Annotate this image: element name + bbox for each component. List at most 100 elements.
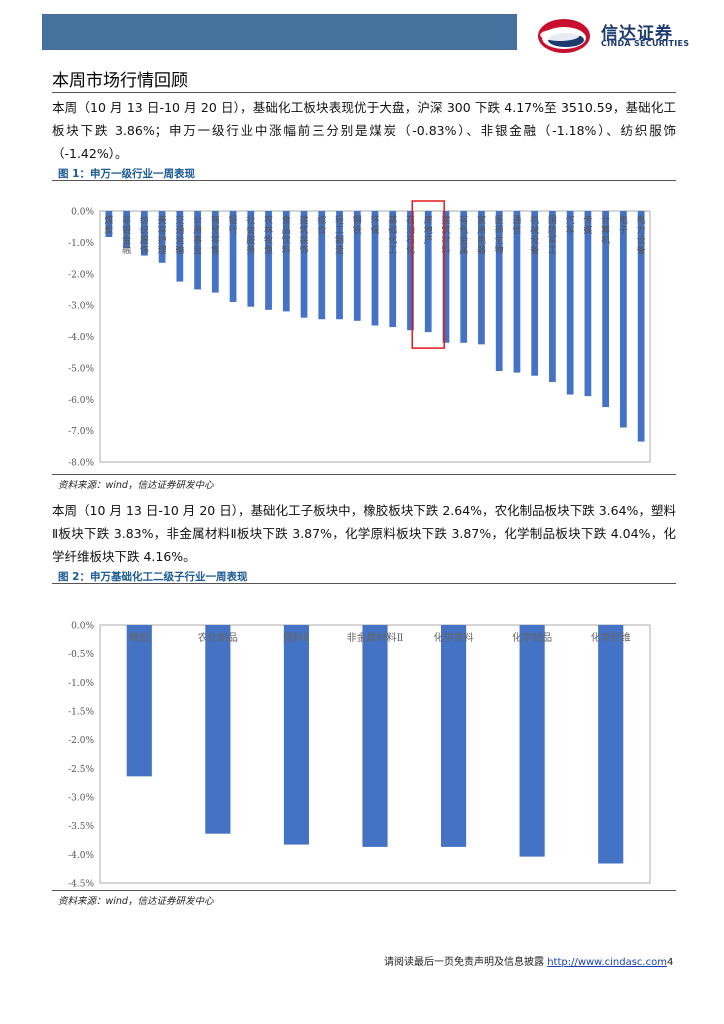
bar [598, 625, 624, 864]
y-tick-label: -4.5% [68, 880, 94, 890]
x-tick-label: 化学纤维 [591, 631, 631, 644]
footer-text: 请阅读最后一页免责声明及信息披露 [384, 957, 548, 968]
bar [194, 211, 201, 290]
figure2-bottom-rule [52, 890, 676, 891]
chart-2: 0.0% -0.5% -1.0% -1.5% -2.0% -2.5% -3.0% -3.5% -… [68, 622, 651, 890]
x-tick-label: 橡胶 [129, 631, 149, 644]
y-tick-label: -7.0% [68, 427, 94, 437]
bar [513, 211, 521, 373]
figure1-source: 资料来源：wind，信达证券研发中心 [58, 480, 214, 491]
bar [229, 211, 237, 302]
bar [442, 211, 450, 343]
x-tick-label: 通信 [512, 215, 521, 236]
x-tick-label: 汽车 [566, 214, 575, 236]
y-tick-label: -5.0% [68, 364, 94, 374]
bar [362, 625, 388, 847]
y-tick-label: -0.5% [68, 650, 94, 660]
cinda-logo-icon [538, 19, 590, 53]
x-tick-label: 纺织服饰 [140, 214, 149, 256]
bar [566, 211, 574, 395]
x-tick-label: 塑料Ⅱ [283, 631, 310, 644]
bar [371, 211, 379, 326]
bar [407, 211, 414, 331]
bar [158, 211, 166, 263]
bar [140, 211, 148, 256]
highlight-box [411, 200, 445, 349]
figure1-top-rule [52, 180, 676, 181]
figure2-source: 资料来源：wind，信达证券研发中心 [58, 896, 214, 907]
logo-text-en: CINDA SECURITIES [601, 39, 690, 48]
x-tick-label: 非金属材料Ⅱ [347, 631, 404, 644]
x-tick-label: 机械设备 [530, 214, 539, 256]
x-tick-label: 煤炭 [104, 214, 113, 236]
figure1-title: 图 1：申万一级行业一周表现 [58, 168, 195, 180]
y-tick-label: -4.0% [68, 333, 94, 343]
bar [123, 211, 130, 249]
y-tick-label: -3.5% [68, 822, 94, 832]
y-tick-label: -2.0% [68, 736, 94, 746]
y-tick-label: -1.0% [68, 239, 94, 249]
x-tick-label: 化学制品 [512, 631, 552, 644]
bar [441, 625, 467, 847]
title-rule [52, 92, 676, 93]
bar [584, 211, 592, 397]
y-tick-label: -6.0% [68, 396, 94, 406]
bar [176, 211, 184, 282]
x-tick-label: 有色金属 [459, 214, 468, 256]
y-tick-label: -1.5% [68, 708, 94, 718]
x-tick-label: 房地产 [424, 214, 433, 246]
x-tick-label: 家用电器 [477, 214, 486, 256]
bar [637, 211, 645, 442]
page-number: 4 [666, 957, 674, 968]
x-tick-label: 环保 [370, 215, 379, 236]
x-tick-label: 建筑装饰 [300, 214, 309, 256]
paragraph-2: 本周（10 月 13 日-10 月 20 日），基础化工子板块中，橡胶板块下跌 … [52, 503, 676, 564]
bar [126, 625, 152, 777]
figure2-title: 图 2：申万基础化工二级子行业一周表现 [58, 571, 248, 583]
bar [282, 211, 290, 312]
figure2-top-rule [52, 583, 676, 584]
bar [336, 211, 343, 320]
y-tick-label: -1.0% [68, 679, 94, 689]
x-tick-label: 钢铁 [353, 214, 362, 236]
y-tick-label: -2.5% [68, 765, 94, 775]
bar [519, 625, 545, 857]
x-tick-label: 银行 [229, 214, 238, 236]
bar [549, 211, 556, 382]
bar [211, 211, 219, 293]
footer-disclaimer: 请阅读最后一页免责声明及信息披露 http://www.cindasc.com4 [384, 953, 673, 968]
x-tick-label: 电力设备 [637, 214, 646, 256]
x-tick-label: 非银金融 [122, 214, 131, 256]
logo-text-cn: 信达证券 [601, 24, 673, 44]
bar [389, 211, 397, 328]
bar [620, 211, 627, 428]
x-tick-label: 石油石化 [406, 216, 415, 256]
x-tick-label: 农林牧渔 [264, 214, 273, 256]
chart-1: 0.0% -1.0% -2.0% -3.0% -4.0% -5.0% -6.0% -7.0% -… [68, 200, 651, 469]
section-title: 本周市场行情回顾 [52, 71, 188, 91]
bar [105, 211, 113, 238]
x-tick-label: 国防军工 [548, 215, 557, 256]
bar [495, 211, 503, 372]
x-tick-label: 交通运输 [175, 214, 184, 256]
bar [531, 211, 539, 376]
footer-link[interactable]: http://www.cindasc.com [547, 957, 667, 968]
bar [424, 211, 432, 333]
x-tick-label: 农化制品 [198, 631, 238, 644]
figure1-bottom-rule [52, 474, 676, 475]
bar [300, 211, 308, 318]
x-tick-label: 计算机 [601, 214, 610, 246]
bar [265, 211, 272, 310]
bar [602, 211, 610, 408]
y-tick-label: -3.0% [68, 302, 94, 312]
bar [318, 211, 326, 320]
x-tick-label: 社会服务 [246, 214, 255, 256]
bar [283, 625, 309, 845]
x-tick-label: 美容护理 [158, 214, 167, 256]
x-tick-label: 轻工制造 [335, 214, 344, 256]
y-tick-label: -3.0% [68, 794, 94, 804]
y-tick-label: 0.0% [71, 622, 94, 632]
bar [460, 211, 468, 343]
x-tick-label: 建筑材料 [441, 214, 450, 256]
x-tick-label: 食品饮料 [282, 214, 291, 256]
